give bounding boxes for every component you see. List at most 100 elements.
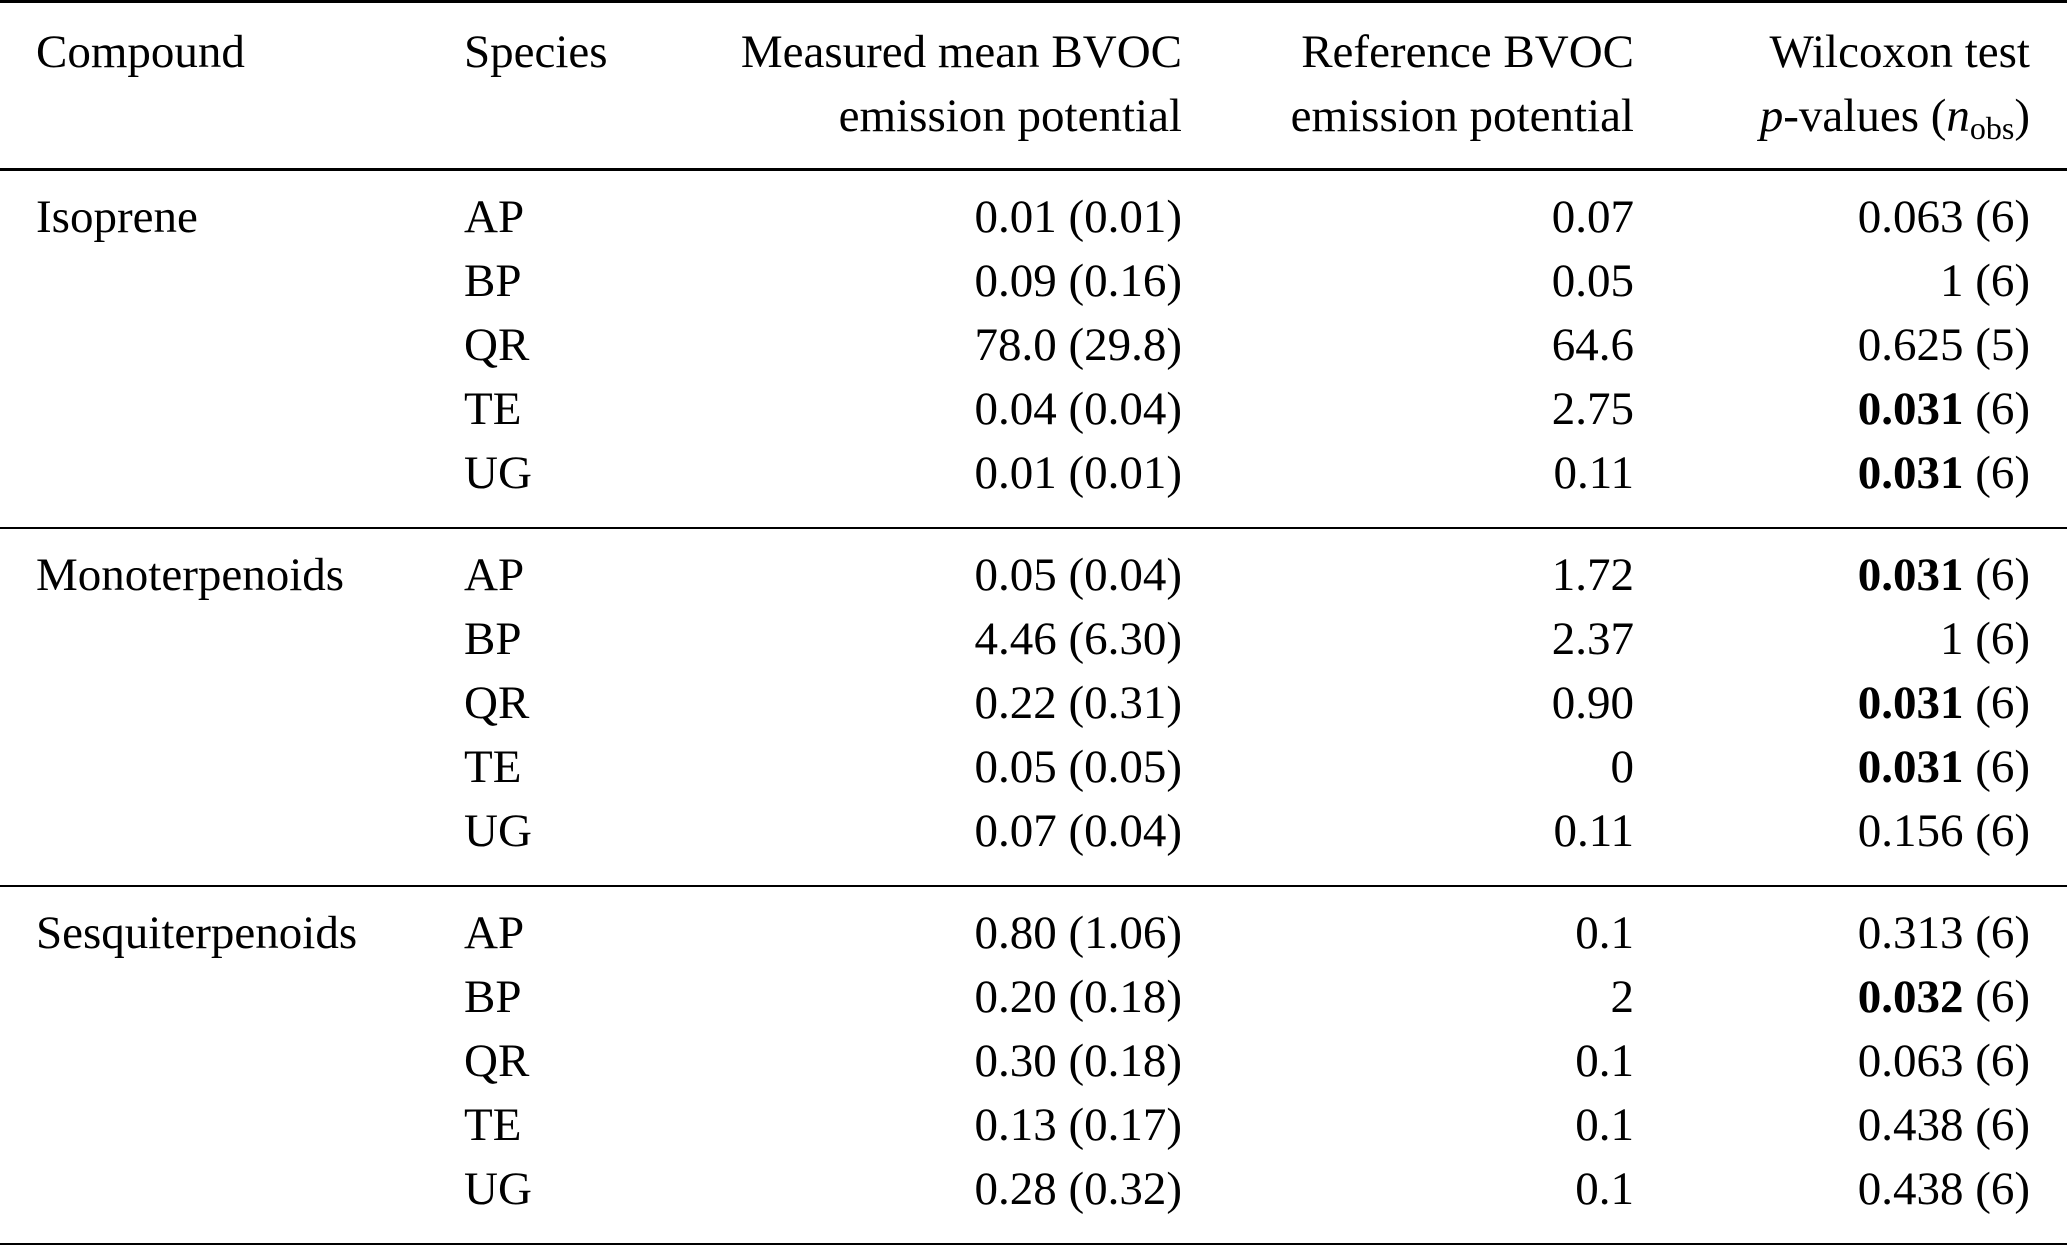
- compound-cell: [0, 607, 464, 671]
- p-value: 0.031: [1857, 741, 1964, 793]
- compound-cell: [0, 735, 464, 799]
- p-value-cell: 0.063 (6): [1634, 1029, 2067, 1093]
- species-cell: BP: [464, 255, 522, 307]
- p-value-cell: 1 (6): [1634, 249, 2067, 313]
- header-p-symbol: p: [1759, 90, 1784, 142]
- p-value-cell: 0.031 (6): [1634, 528, 2067, 607]
- n-obs: (6): [1975, 1163, 2030, 1215]
- compound-cell: [0, 249, 464, 313]
- table-row: BP 0.09 (0.16) 0.05 1 (6): [0, 249, 2067, 313]
- n-obs: (6): [1975, 255, 2030, 307]
- reference-cell: 0.1: [1182, 1157, 1634, 1245]
- n-obs: (6): [1975, 907, 2030, 959]
- species-cell: QR: [464, 319, 530, 371]
- p-value: 0.438: [1857, 1099, 1964, 1151]
- reference-cell: 1.72: [1551, 549, 1634, 601]
- species-cell: UG: [464, 1157, 724, 1245]
- table-row: QR 0.30 (0.18) 0.1 0.063 (6): [0, 1029, 2067, 1093]
- n-obs: (6): [1975, 1099, 2030, 1151]
- measured-cell: 0.13 (0.17): [974, 1099, 1182, 1151]
- p-value-cell: 0.063 (6): [1634, 170, 2067, 250]
- n-obs: (6): [1975, 741, 2030, 793]
- p-value: 0.156: [1857, 805, 1964, 857]
- header-obs-subscript: obs: [1969, 110, 2015, 146]
- header-compound: Compound: [36, 26, 245, 78]
- p-value: 0.438: [1857, 1163, 1964, 1215]
- p-value: 0.063: [1857, 191, 1964, 243]
- p-value: 0.313: [1857, 907, 1964, 959]
- p-value: 0.063: [1857, 1035, 1964, 1087]
- p-value: 0.031: [1857, 447, 1964, 499]
- p-value-cell: 0.031 (6): [1634, 377, 2067, 441]
- header-wilcoxon-line2: p-values (nobs): [1634, 84, 2067, 171]
- reference-cell: 0.90: [1551, 677, 1634, 729]
- reference-cell: 0.1: [1575, 1035, 1634, 1087]
- table-row: Isoprene AP 0.01 (0.01) 0.07 0.063 (6): [0, 170, 2067, 250]
- compound-cell: Isoprene: [36, 191, 198, 243]
- n-obs: (5): [1975, 319, 2030, 371]
- p-value-cell: 0.031 (6): [1634, 735, 2067, 799]
- n-obs: (6): [1975, 971, 2030, 1023]
- reference-cell: 0.11: [1182, 799, 1634, 887]
- table-row: QR 0.22 (0.31) 0.90 0.031 (6): [0, 671, 2067, 735]
- n-obs: (6): [1975, 677, 2030, 729]
- table-row: UG 0.28 (0.32) 0.1 0.438 (6): [0, 1157, 2067, 1245]
- p-value-cell: 1 (6): [1634, 607, 2067, 671]
- species-cell: UG: [464, 799, 724, 887]
- p-value-cell: 0.031 (6): [1634, 671, 2067, 735]
- compound-cell: [0, 1157, 464, 1245]
- header-species: Species: [464, 26, 608, 78]
- p-value-cell: 0.032 (6): [1634, 965, 2067, 1029]
- compound-cell: [0, 965, 464, 1029]
- p-value-cell: 0.438 (6): [1634, 1157, 2067, 1245]
- species-cell: UG: [464, 441, 724, 529]
- table-row: UG 0.01 (0.01) 0.11 0.031 (6): [0, 441, 2067, 529]
- reference-cell: 64.6: [1551, 319, 1634, 371]
- measured-cell: 0.30 (0.18): [974, 1035, 1182, 1087]
- measured-cell: 78.0 (29.8): [974, 319, 1182, 371]
- p-value: 0.031: [1857, 383, 1964, 435]
- compound-cell: [0, 671, 464, 735]
- compound-group: Isoprene AP 0.01 (0.01) 0.07 0.063 (6) BP 0.09…: [0, 170, 2067, 529]
- header-reference-line2: emission potential: [1182, 84, 1634, 171]
- species-cell: QR: [464, 1035, 530, 1087]
- reference-cell: 2: [1610, 971, 1635, 1023]
- species-cell: TE: [464, 383, 522, 435]
- header-n-symbol: n: [1946, 90, 1970, 142]
- header-measured-line2: emission potential: [724, 84, 1182, 171]
- measured-cell: 0.20 (0.18): [974, 971, 1182, 1023]
- measured-cell: 0.22 (0.31): [974, 677, 1182, 729]
- table-row: BP 0.20 (0.18) 2 0.032 (6): [0, 965, 2067, 1029]
- table-row: TE 0.04 (0.04) 2.75 0.031 (6): [0, 377, 2067, 441]
- table-header: Compound Species Measured mean BVOC Refe…: [0, 0, 2067, 171]
- table-row: TE 0.13 (0.17) 0.1 0.438 (6): [0, 1093, 2067, 1157]
- p-value: 0.031: [1857, 549, 1964, 601]
- p-value-cell: 0.313 (6): [1634, 886, 2067, 965]
- table-row: Monoterpenoids AP 0.05 (0.04) 1.72 0.031 (6): [0, 528, 2067, 607]
- header-values-text: -values (: [1783, 90, 1947, 142]
- reference-cell: 2.75: [1551, 383, 1634, 435]
- compound-cell: [0, 377, 464, 441]
- p-value-cell: 0.438 (6): [1634, 1093, 2067, 1157]
- n-obs: (6): [1975, 549, 2030, 601]
- table-row: Sesquiterpenoids AP 0.80 (1.06) 0.1 0.313 (6…: [0, 886, 2067, 965]
- measured-cell: 0.05 (0.05): [974, 741, 1182, 793]
- table-row: BP 4.46 (6.30) 2.37 1 (6): [0, 607, 2067, 671]
- n-obs: (6): [1975, 191, 2030, 243]
- compound-group: Monoterpenoids AP 0.05 (0.04) 1.72 0.031 (6)…: [0, 528, 2067, 887]
- species-cell: TE: [464, 1099, 522, 1151]
- header-measured-line1: Measured mean BVOC: [740, 26, 1182, 78]
- reference-cell: 0.07: [1551, 191, 1634, 243]
- p-value: 1: [1939, 613, 1964, 665]
- compound-cell: Monoterpenoids: [36, 549, 345, 601]
- p-value: 1: [1939, 255, 1964, 307]
- reference-cell: 0.1: [1575, 1099, 1634, 1151]
- measured-cell: 0.07 (0.04): [724, 799, 1182, 887]
- compound-cell: [0, 313, 464, 377]
- measured-cell: 4.46 (6.30): [974, 613, 1182, 665]
- measured-cell: 0.80 (1.06): [974, 907, 1182, 959]
- compound-cell: [0, 1029, 464, 1093]
- reference-cell: 0: [1610, 741, 1635, 793]
- p-value: 0.032: [1857, 971, 1964, 1023]
